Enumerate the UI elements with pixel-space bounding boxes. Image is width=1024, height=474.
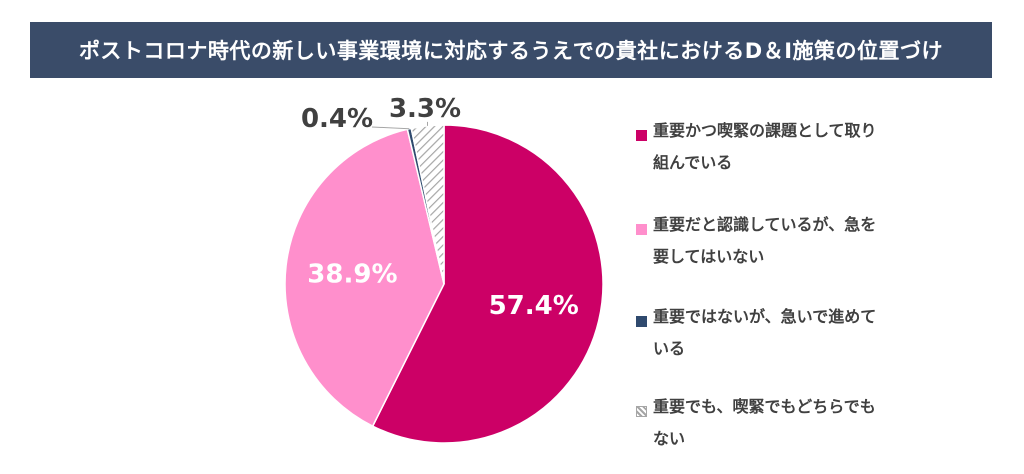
legend-swatch-3 — [636, 316, 647, 327]
legend-item-3: 重要ではないが、急いで進めている — [636, 307, 896, 365]
legend-swatch-4 — [636, 406, 647, 417]
chart-title: ポストコロナ時代の新しい事業環境に対応するうえでの貴社におけるD＆I施策の位置づ… — [30, 22, 992, 78]
legend-item-1: 重要かつ喫緊の課題として取り組んでいる — [636, 121, 896, 179]
legend-label-4: 重要でも、喫緊でもどちらでもない — [653, 397, 876, 448]
data-label-4: 3.3% — [389, 94, 461, 124]
data-label-3: 0.4% — [301, 104, 373, 134]
data-label-1: 57.4% — [489, 291, 579, 321]
leader-line-3 — [371, 126, 410, 130]
legend-label-3: 重要ではないが、急いで進めている — [653, 307, 877, 358]
legend-swatch-2 — [636, 224, 647, 235]
legend-label-1: 重要かつ喫緊の課題として取り組んでいる — [653, 121, 877, 172]
pie-slice-2 — [284, 128, 445, 428]
legend-label-2: 重要だと認識しているが、急を要してはいない — [653, 215, 877, 266]
data-label-2: 38.9% — [307, 259, 397, 289]
legend-item-4: 重要でも、喫緊でもどちらでもない — [636, 397, 896, 455]
legend-swatch-1 — [636, 130, 647, 141]
legend-item-2: 重要だと認識しているが、急を要してはいない — [636, 215, 896, 273]
pie-slice-1 — [371, 124, 604, 444]
